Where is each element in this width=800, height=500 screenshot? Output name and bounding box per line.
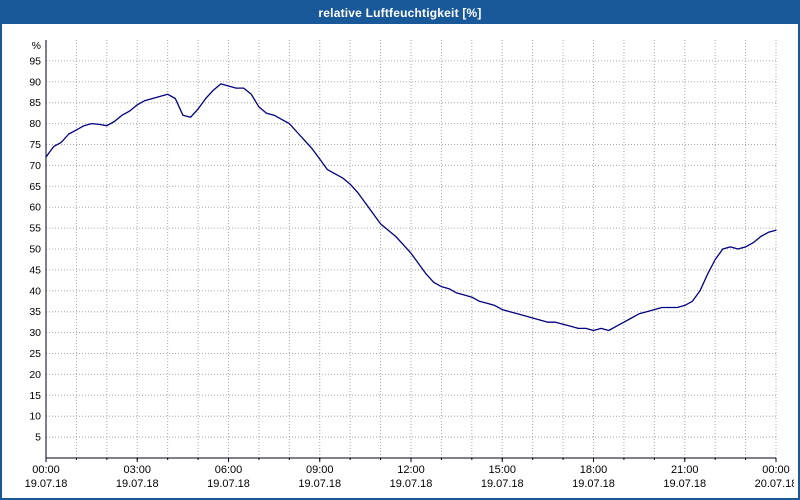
x-tick-label-time: 21:00 [671,464,699,476]
humidity-line-chart: 5 10 15 20 25 30 35 40 45 50 55 60 65 70 75 80 85 90 95% 00… [25,40,798,490]
y-tick-label: 45 [29,264,41,276]
x-tick-label-time: 18:00 [580,464,608,476]
y-tick-label: 90 [29,76,41,88]
y-tick-label: 55 [29,223,41,235]
x-tick-label-date: 19.07.18 [116,478,159,490]
chart-panel: 5 10 15 20 25 30 35 40 45 50 55 60 65 70 75 80 85 90 95% 00… [2,24,798,498]
plot-area [46,40,776,458]
y-tick-label: 65 [29,181,41,193]
y-tick-label: 60 [29,202,41,214]
y-tick-label: 15 [29,390,41,402]
window-titlebar: relative Luftfeuchtigkeit [%] [2,2,798,24]
y-tick-label: 95 [29,55,41,67]
x-tick-label-time: 15:00 [488,464,516,476]
y-tick-label: 25 [29,348,41,360]
y-tick-label: 35 [29,306,41,318]
x-tick-label-time: 00:00 [32,464,60,476]
series-line-humidity [45,83,777,332]
window-title: relative Luftfeuchtigkeit [%] [318,6,482,20]
x-tick-label-date: 19.07.18 [390,478,433,490]
y-tick-label: 30 [29,327,41,339]
x-tick-label-date: 20.07.18 [755,478,794,490]
x-tick-label-time: 12:00 [397,464,425,476]
x-tick-label-date: 19.07.18 [663,478,706,490]
y-tick-label: 50 [29,244,41,256]
x-tick-label-date: 19.07.18 [25,478,68,490]
y-tick-label: 70 [29,160,41,172]
y-tick-label: 20 [29,369,41,381]
x-tick-label-time: 09:00 [306,464,334,476]
x-tick-label-time: 00:00 [762,464,790,476]
y-tick-label: 75 [29,139,41,151]
y-tick-label: 40 [29,285,41,297]
y-axis-unit-label: % [32,40,41,52]
y-tick-label: 85 [29,97,41,109]
x-tick-label-date: 19.07.18 [481,478,524,490]
y-tick-label: 5 [35,432,41,444]
x-tick-label-time: 03:00 [123,464,151,476]
y-tick-label: 10 [29,411,41,423]
x-tick-label-date: 19.07.18 [298,478,341,490]
y-tick-label: 80 [29,118,41,130]
x-tick-label-date: 19.07.18 [207,478,250,490]
x-tick-label-date: 19.07.18 [572,478,615,490]
x-tick-label-time: 06:00 [215,464,243,476]
